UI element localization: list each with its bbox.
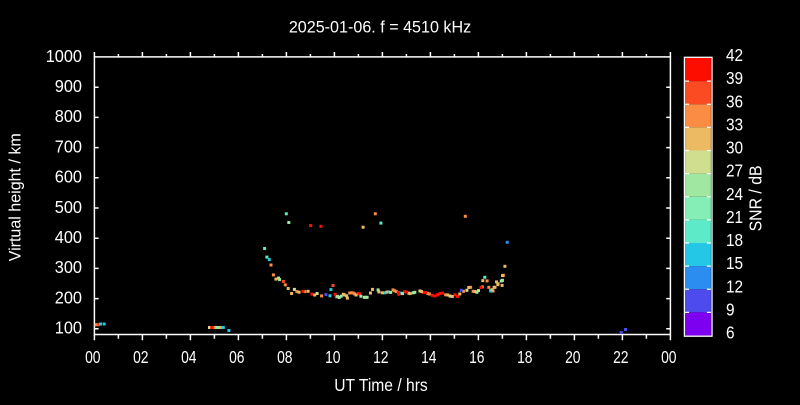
svg-text:22: 22	[613, 348, 629, 367]
svg-text:10: 10	[325, 348, 341, 367]
svg-text:400: 400	[55, 228, 82, 247]
svg-text:39: 39	[726, 68, 743, 88]
svg-text:1000: 1000	[46, 47, 82, 66]
svg-text:16: 16	[469, 348, 485, 367]
svg-text:800: 800	[55, 107, 82, 126]
svg-text:00: 00	[85, 348, 101, 367]
svg-text:100: 100	[55, 318, 82, 337]
svg-text:30: 30	[726, 138, 743, 158]
svg-text:14: 14	[421, 348, 437, 367]
svg-text:12: 12	[373, 348, 389, 367]
svg-text:20: 20	[565, 348, 581, 367]
svg-text:04: 04	[181, 348, 197, 367]
svg-text:02: 02	[133, 348, 149, 367]
svg-text:SNR / dB: SNR / dB	[746, 165, 766, 231]
svg-text:42: 42	[726, 45, 743, 65]
svg-text:00: 00	[661, 348, 677, 367]
svg-text:21: 21	[726, 207, 743, 227]
svg-text:6: 6	[726, 323, 735, 343]
svg-text:15: 15	[726, 253, 743, 273]
svg-text:08: 08	[277, 348, 293, 367]
svg-text:500: 500	[55, 197, 82, 216]
svg-text:2025-01-06. f = 4510 kHz: 2025-01-06. f = 4510 kHz	[289, 18, 471, 36]
svg-text:06: 06	[229, 348, 245, 367]
svg-text:9: 9	[726, 299, 735, 319]
svg-text:36: 36	[726, 91, 743, 111]
svg-text:12: 12	[726, 276, 743, 296]
svg-text:Virtual height / km: Virtual height / km	[5, 133, 25, 261]
svg-text:700: 700	[55, 137, 82, 156]
svg-text:18: 18	[517, 348, 533, 367]
svg-text:200: 200	[55, 288, 82, 307]
svg-text:18: 18	[726, 230, 743, 250]
svg-text:600: 600	[55, 167, 82, 186]
svg-text:27: 27	[726, 161, 743, 181]
svg-text:300: 300	[55, 258, 82, 277]
svg-text:24: 24	[726, 184, 743, 204]
svg-text:UT Time / hrs: UT Time / hrs	[334, 375, 427, 395]
svg-text:33: 33	[726, 114, 743, 134]
svg-text:900: 900	[55, 77, 82, 96]
